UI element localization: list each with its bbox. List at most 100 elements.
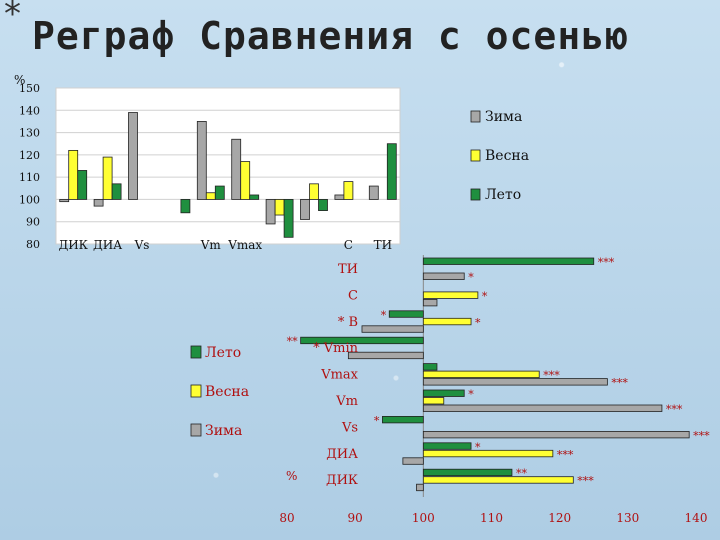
- significance-marker: ***: [577, 475, 594, 488]
- significance-marker: *: [482, 290, 488, 303]
- y-category-label: Vm: [335, 394, 358, 409]
- bar-Зима: [300, 199, 310, 220]
- y-tick-label: 130: [19, 127, 40, 140]
- legend-label: Зима: [485, 109, 522, 125]
- x-category-label: Vm: [200, 238, 222, 252]
- hbar-Зима: [422, 272, 465, 280]
- x-category-label: ТИ: [374, 238, 392, 252]
- x-tick-label: 110: [480, 511, 503, 525]
- bar-Весна: [343, 181, 354, 200]
- bar-Зима: [368, 185, 379, 200]
- significance-marker: ***: [557, 448, 574, 461]
- hbar-Весна: [422, 291, 479, 299]
- bar-Зима: [196, 121, 207, 200]
- significance-marker: ***: [611, 377, 628, 390]
- bar-Лето: [283, 199, 294, 238]
- hbar-Лето: [422, 468, 513, 477]
- hbar-Лето: [422, 389, 465, 397]
- x-category-label: Vs: [134, 238, 150, 252]
- hbar-Весна: [422, 370, 540, 379]
- significance-marker: *: [374, 414, 380, 427]
- hbar-Зима: [422, 298, 438, 307]
- legend-label: Лето: [205, 345, 241, 361]
- bar-Лето: [77, 170, 88, 200]
- bar-Весна: [309, 183, 319, 200]
- bar-Весна: [102, 156, 113, 200]
- x-category-label: C: [344, 238, 353, 252]
- x-axis-label: %: [286, 469, 297, 483]
- hbar-Зима: [361, 325, 424, 333]
- significance-marker: *: [381, 309, 387, 322]
- significance-marker: *: [475, 316, 481, 329]
- significance-marker: **: [516, 467, 528, 480]
- x-category-label: ДИК: [58, 238, 88, 252]
- hbar-Весна: [422, 476, 574, 484]
- significance-marker: **: [287, 335, 299, 348]
- significance-marker: ***: [693, 429, 710, 442]
- hbar-Зима: [422, 430, 690, 439]
- hbar-Лето: [300, 336, 424, 345]
- y-tick-label: 150: [19, 82, 40, 95]
- bar-Зима: [128, 112, 138, 200]
- hbar-Зима: [347, 351, 424, 360]
- significance-marker: ***: [543, 369, 560, 382]
- hbar-Лето: [422, 363, 438, 371]
- legend-label: Весна: [205, 384, 249, 400]
- y-category-label: ДИА: [326, 447, 358, 462]
- hbar-Зима: [422, 404, 663, 412]
- y-category-label: C: [348, 288, 358, 303]
- y-tick-label: 120: [19, 149, 40, 162]
- legend-swatch: [190, 384, 202, 398]
- x-category-label: Vmax: [227, 238, 262, 252]
- hbar-Зима: [416, 483, 424, 492]
- bar-Лето: [214, 185, 225, 200]
- hbar-Зима: [422, 378, 608, 386]
- bar-Лето: [318, 199, 328, 211]
- title-star: *: [4, 0, 22, 34]
- y-tick-label: 90: [26, 216, 40, 229]
- legend-swatch: [190, 345, 202, 359]
- plot-area: [55, 87, 401, 245]
- significance-marker: *: [468, 271, 474, 284]
- legend-swatch: [470, 188, 481, 201]
- y-category-label: * В: [338, 315, 358, 330]
- bar-Лето: [386, 143, 397, 200]
- legend-label: Зима: [205, 423, 242, 439]
- bar-Зима: [59, 199, 70, 203]
- y-category-label: ТИ: [338, 262, 358, 277]
- y-category-label: ДИК: [326, 473, 358, 488]
- bar-Весна: [240, 161, 251, 200]
- x-tick-label: 120: [548, 511, 571, 525]
- legend-swatch: [470, 149, 481, 162]
- significance-marker: *: [468, 388, 474, 401]
- y-category-label: Vs: [341, 420, 358, 435]
- y-tick-label: 140: [19, 104, 40, 117]
- x-tick-label: 140: [685, 511, 708, 525]
- bar-Лето: [249, 194, 260, 200]
- x-category-label: ДИА: [93, 238, 122, 252]
- hbar-Лето: [388, 310, 424, 318]
- hbar-Лето: [422, 257, 595, 265]
- hbar-Лето: [382, 415, 424, 424]
- x-tick-label: 80: [279, 511, 294, 525]
- significance-marker: ***: [598, 256, 615, 269]
- hbar-Весна: [422, 449, 554, 458]
- page-title: * Реграф Сравнения с осенью: [0, 0, 720, 60]
- y-category-label: * Vmin: [313, 341, 359, 356]
- legend-label: Весна: [485, 148, 529, 164]
- x-tick-label: 100: [412, 511, 435, 525]
- y-tick-label: 80: [26, 238, 40, 251]
- y-tick-label: 110: [19, 171, 40, 184]
- hbar-Зима: [402, 457, 424, 465]
- hbar-Лето: [422, 442, 472, 450]
- legend-swatch: [470, 110, 481, 123]
- bar-Лето: [111, 183, 122, 200]
- legend-swatch: [190, 423, 202, 437]
- legend-label: Лето: [485, 187, 521, 203]
- y-axis-label: %: [14, 73, 25, 87]
- title-text: Реграф Сравнения с осенью: [32, 14, 629, 58]
- hbar-Весна: [422, 397, 445, 405]
- y-category-label: Vmax: [320, 368, 358, 383]
